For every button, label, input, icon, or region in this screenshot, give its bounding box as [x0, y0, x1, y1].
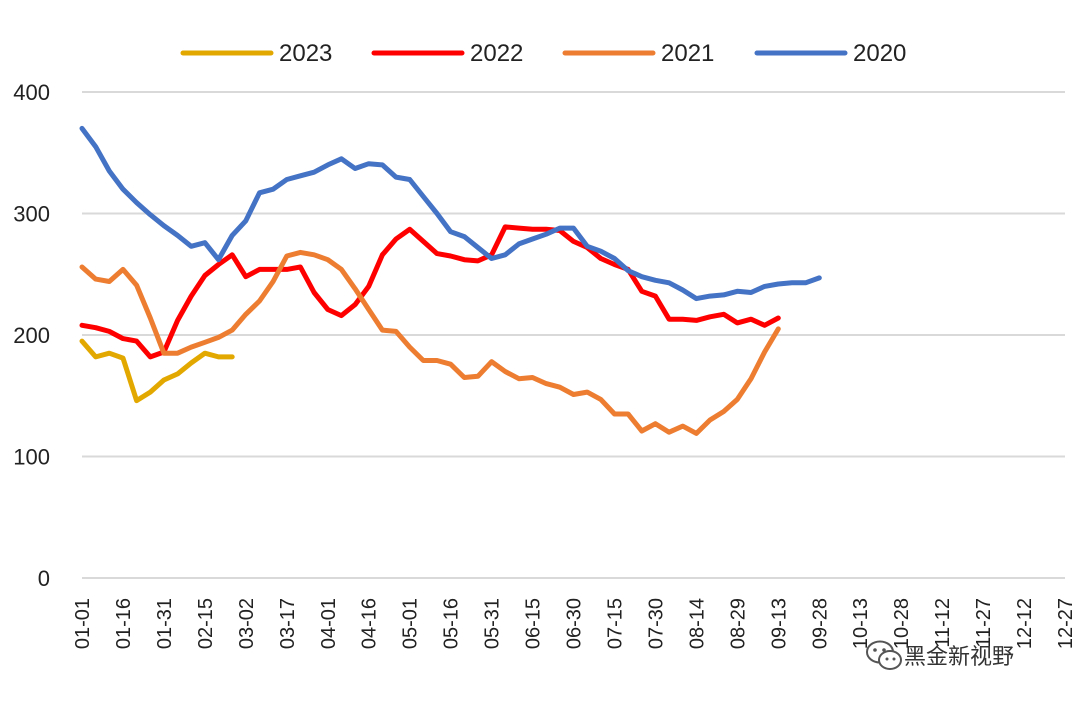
x-tick-label: 11-12 — [932, 598, 954, 648]
x-tick-label: 12-12 — [1014, 598, 1036, 649]
legend-label-2022: 2022 — [470, 40, 523, 67]
x-tick-label: 05-01 — [400, 598, 422, 649]
series-lines — [79, 125, 822, 436]
x-tick-label: 10-28 — [891, 598, 913, 649]
x-tick-label: 09-28 — [809, 598, 831, 649]
x-axis-ticks: 01-01 01-16 01-31 02-15 03-02 03-17 04-01 04-16… — [72, 598, 1077, 649]
series-line-2023 — [79, 338, 235, 404]
x-tick-label: 08-29 — [727, 598, 749, 649]
y-axis-ticks: 0 100 200 300 400 — [13, 80, 50, 591]
watermark-text: 黑金新视野 — [904, 644, 1014, 669]
x-tick-label: 05-31 — [482, 598, 504, 649]
legend-label-2023: 2023 — [279, 40, 332, 67]
x-tick-label: 03-17 — [277, 598, 299, 649]
x-tick-label: 04-16 — [359, 598, 381, 649]
y-tick-label: 400 — [13, 80, 50, 105]
x-tick-label: 03-02 — [236, 598, 258, 649]
series-line-2020 — [79, 125, 822, 302]
x-tick-label: 02-15 — [195, 598, 217, 649]
x-tick-label: 05-16 — [441, 598, 463, 649]
grid-lines — [82, 91, 1065, 579]
legend: 2023 2022 2021 2020 — [180, 40, 906, 67]
x-tick-label: 01-31 — [154, 598, 176, 649]
x-tick-label: 12-27 — [1055, 598, 1077, 649]
watermark: 黑金新视野 — [866, 640, 1014, 670]
x-tick-label: 01-01 — [72, 598, 94, 649]
x-tick-label: 04-01 — [318, 598, 340, 649]
x-tick-label: 09-13 — [768, 598, 790, 649]
y-tick-label: 100 — [13, 445, 50, 470]
legend-label-2020: 2020 — [853, 40, 906, 67]
x-tick-label: 10-13 — [850, 598, 872, 649]
series-line-2021 — [79, 249, 781, 436]
y-tick-label: 0 — [38, 566, 50, 591]
x-tick-label: 07-30 — [645, 598, 667, 649]
x-tick-label: 07-15 — [604, 598, 626, 649]
wechat-icon — [866, 640, 902, 670]
x-tick-label: 11-27 — [973, 598, 995, 648]
y-tick-label: 300 — [13, 202, 50, 227]
x-tick-label: 06-30 — [564, 598, 586, 649]
legend-label-2021: 2021 — [661, 40, 714, 67]
series-line-2022 — [79, 224, 781, 360]
x-tick-label: 01-16 — [113, 598, 135, 649]
x-tick-label: 06-15 — [523, 598, 545, 649]
x-tick-label: 08-14 — [686, 598, 708, 649]
y-tick-label: 200 — [13, 323, 50, 348]
